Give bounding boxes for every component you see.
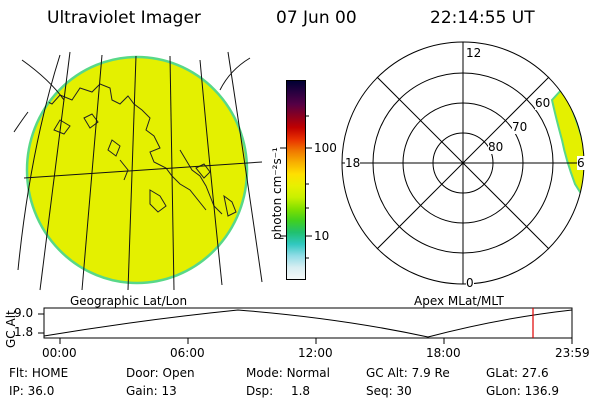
- mlt-diagonal-2: [376, 76, 550, 250]
- instrument-title: Ultraviolet Imager: [47, 8, 201, 28]
- apex-caption: Apex MLat/MLT: [414, 294, 504, 308]
- timeline-xtick-1800: 18:00: [426, 346, 461, 360]
- timeline-frame: [43, 307, 573, 339]
- colorbar-tick-100: 100: [314, 141, 337, 155]
- lat-lon-grid: [13, 51, 263, 291]
- timeline-xtick-0000: 00:00: [42, 346, 77, 360]
- status-ip: IP: 36.0: [9, 384, 55, 398]
- mlt-label-6: 6: [577, 156, 585, 170]
- coastline-overlay: [27, 83, 237, 217]
- status-glon: GLon: 136.9: [486, 384, 559, 398]
- timeline-ytick-high: 9.0: [14, 306, 34, 320]
- status-gc-alt: GC Alt: 7.9 Re: [366, 366, 450, 380]
- mlt-label-12: 12: [466, 46, 482, 60]
- mlt-label-18: 18: [345, 156, 361, 170]
- status-gain: Gain: 13: [126, 384, 177, 398]
- status-glat: GLat: 27.6: [486, 366, 549, 380]
- timeline-xtick-2359: 23:59: [555, 346, 590, 360]
- mlt-label-0: 0: [466, 276, 474, 290]
- altitude-curve: [43, 309, 573, 338]
- status-flight: Flt: HOME: [9, 366, 69, 380]
- timeline-xtick-1200: 12:00: [298, 346, 333, 360]
- intensity-colorbar: [286, 80, 306, 280]
- mlat-label-60: 60: [535, 96, 551, 110]
- mlat-label-70: 70: [512, 120, 528, 134]
- geographic-caption: Geographic Lat/Lon: [70, 294, 188, 308]
- colorbar-tick-10: 10: [314, 229, 330, 243]
- status-mode: Mode: Normal: [246, 366, 330, 380]
- mlat-label-80: 80: [488, 140, 504, 154]
- observation-date: 07 Jun 00: [276, 8, 357, 28]
- observation-time: 22:14:55 UT: [430, 8, 535, 28]
- timeline-ytick-low: 1.8: [14, 325, 34, 339]
- status-door: Door: Open: [126, 366, 195, 380]
- timeline-xtick-0600: 06:00: [170, 346, 205, 360]
- status-seq: Seq: 30: [366, 384, 412, 398]
- status-dsp: Dsp: 1.8: [246, 384, 311, 398]
